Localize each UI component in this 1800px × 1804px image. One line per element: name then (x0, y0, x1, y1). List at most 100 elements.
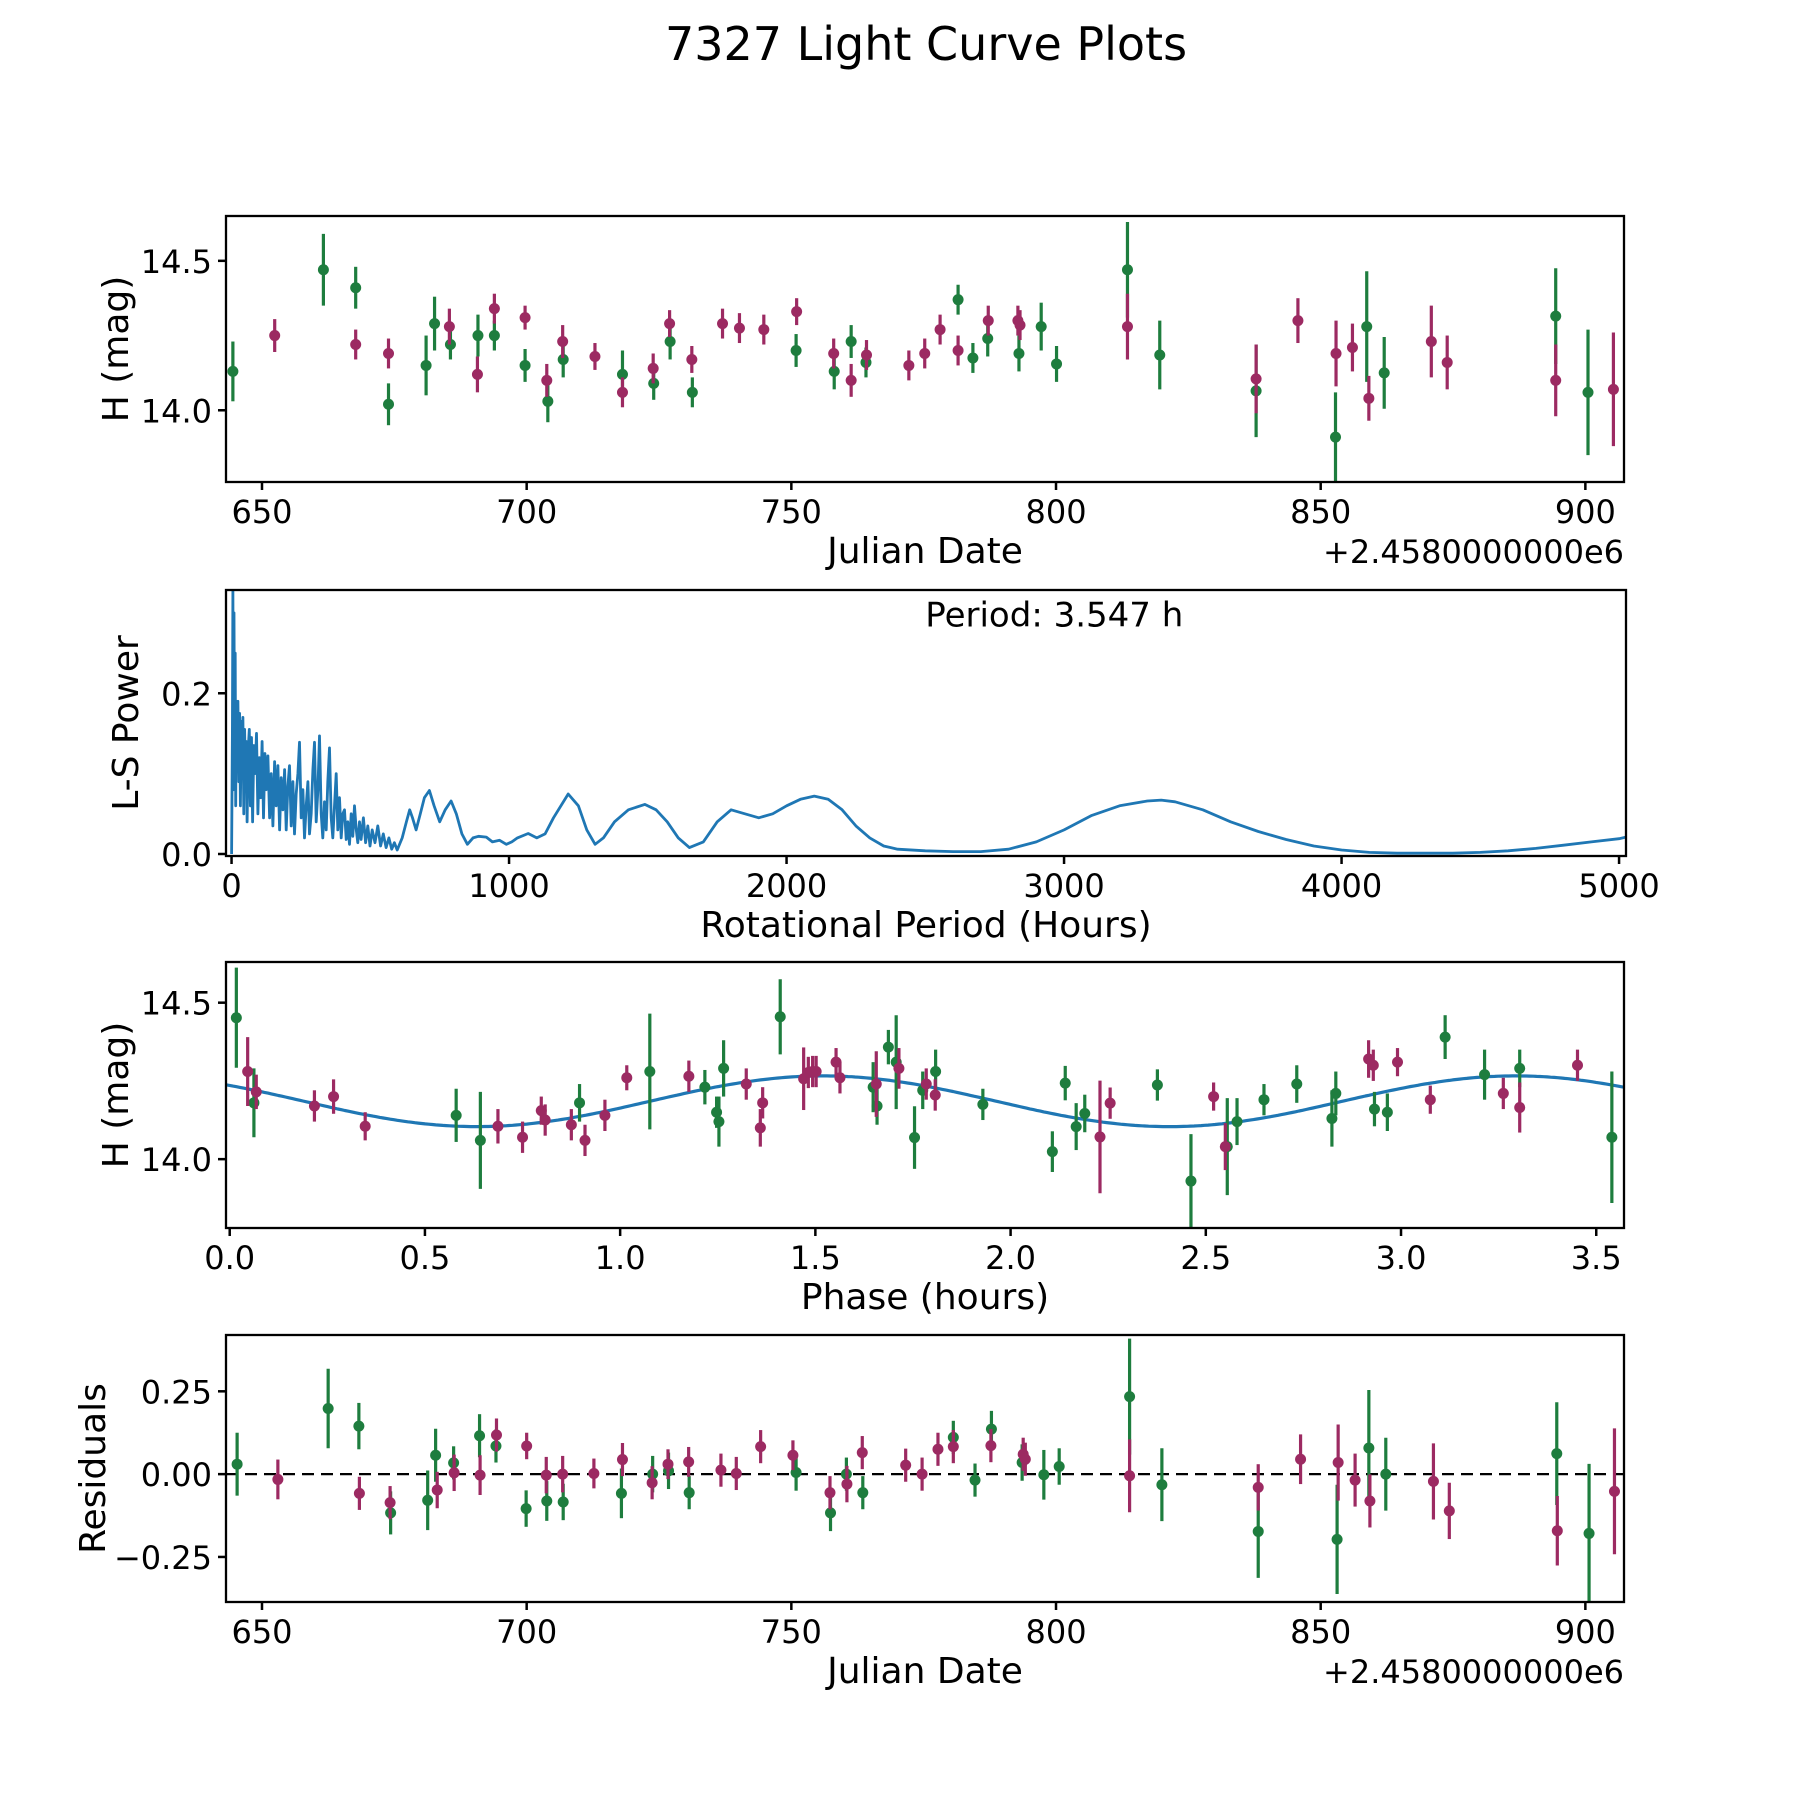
series-purple (269, 293, 1619, 447)
data-point (1571, 1059, 1583, 1071)
data-point (519, 359, 531, 371)
data-point (1606, 1131, 1618, 1143)
data-point (474, 1430, 486, 1442)
data-point (791, 306, 803, 318)
data-point (825, 1507, 837, 1519)
data-point (699, 1081, 711, 1093)
data-point (231, 1458, 243, 1470)
data-point (683, 1456, 695, 1468)
data-point (1514, 1062, 1526, 1074)
x-tick-label: 700 (496, 493, 557, 531)
data-point (1550, 374, 1562, 386)
data-point (1053, 1461, 1065, 1473)
data-point (443, 321, 455, 333)
data-point (662, 1458, 674, 1470)
x-axis-offset-text: +2.4580000000e6 (1323, 533, 1624, 571)
data-point (1427, 1475, 1439, 1487)
data-point (1607, 383, 1619, 395)
data-point (717, 318, 729, 330)
data-point (903, 359, 915, 371)
subplot-phase: 0.0 0.5 1.0 1.5 2.0 2.5 3.0 3.5 14.0 14.5 Phase (h… (96, 960, 1626, 1318)
data-point (574, 1097, 586, 1109)
data-point (929, 1089, 941, 1101)
data-point (430, 1449, 442, 1461)
data-point (579, 1134, 591, 1146)
data-point (1035, 321, 1047, 333)
x-tick-label: 850 (1290, 1613, 1351, 1651)
data-point (616, 368, 628, 380)
y-tick-label: 14.0 (141, 392, 212, 430)
data-point (1258, 1094, 1270, 1106)
data-point (1514, 1102, 1526, 1114)
data-point (322, 1403, 334, 1415)
data-point (429, 318, 441, 330)
data-point (1380, 1468, 1392, 1480)
data-point (718, 1062, 730, 1074)
data-point (1014, 319, 1026, 331)
data-point (856, 1447, 868, 1459)
data-point (616, 386, 628, 398)
data-point (471, 368, 483, 380)
x-tick-label: 2.0 (985, 1239, 1036, 1277)
data-point (1156, 1479, 1168, 1491)
data-point (715, 1464, 727, 1476)
plot-area-residuals (226, 1338, 1624, 1602)
data-point (1346, 342, 1358, 354)
x-tick-label: 1.0 (595, 1239, 646, 1277)
data-point (686, 353, 698, 365)
data-point (520, 1503, 532, 1515)
y-axis-label: H (mag) (96, 276, 137, 423)
data-point (916, 1468, 928, 1480)
data-point (517, 1131, 529, 1143)
data-point (1497, 1087, 1509, 1099)
data-point (985, 1440, 997, 1452)
data-point (589, 350, 601, 362)
data-point (1151, 1079, 1163, 1091)
data-point (227, 365, 239, 377)
data-point (1378, 367, 1390, 379)
data-point (828, 365, 840, 377)
figure-title: 7327 Light Curve Plots (665, 17, 1187, 71)
data-point (1124, 1470, 1136, 1482)
data-point (982, 333, 994, 345)
data-point (521, 1440, 533, 1452)
data-point (272, 1473, 284, 1485)
data-point (1038, 1469, 1050, 1481)
data-point (947, 1441, 959, 1453)
data-point (1425, 336, 1437, 348)
data-point (932, 1443, 944, 1455)
data-point (488, 303, 500, 315)
data-point (646, 1477, 658, 1489)
y-tick-label: 14.0 (141, 1141, 212, 1179)
data-point (1349, 1474, 1361, 1486)
data-point (893, 1062, 905, 1074)
data-point (557, 1468, 569, 1480)
data-point (909, 1132, 921, 1144)
plot-area-lightcurve (227, 221, 1619, 482)
x-tick-label: 900 (1555, 1613, 1616, 1651)
subplot-periodogram: 0 1000 2000 3000 4000 5000 0.0 0.2 Rotational Pe… (106, 588, 1660, 946)
data-point (1363, 392, 1375, 404)
x-tick-label: 2.5 (1180, 1239, 1231, 1277)
series-green (230, 967, 1618, 1228)
data-point (644, 1066, 656, 1078)
data-point (1019, 1453, 1031, 1465)
data-point (1551, 1525, 1563, 1537)
data-point (1361, 321, 1373, 333)
axes-spines (224, 214, 1626, 484)
data-point (1364, 1495, 1376, 1507)
data-point (1051, 358, 1063, 370)
data-point (1330, 347, 1342, 359)
data-point (588, 1467, 600, 1479)
data-point (565, 1119, 577, 1131)
subplot-residuals: 650 700 750 800 850 900 −0.25 0.00 0.25 Julian Da… (73, 1333, 1626, 1692)
data-point (845, 336, 857, 348)
data-point (616, 1454, 628, 1466)
x-axis-label: Julian Date (825, 531, 1023, 572)
x-tick-label: 0.5 (399, 1239, 450, 1277)
axes-spines (224, 588, 1628, 858)
x-tick-label: 3000 (1023, 867, 1104, 905)
data-point (977, 1098, 989, 1110)
data-point (492, 1120, 504, 1132)
